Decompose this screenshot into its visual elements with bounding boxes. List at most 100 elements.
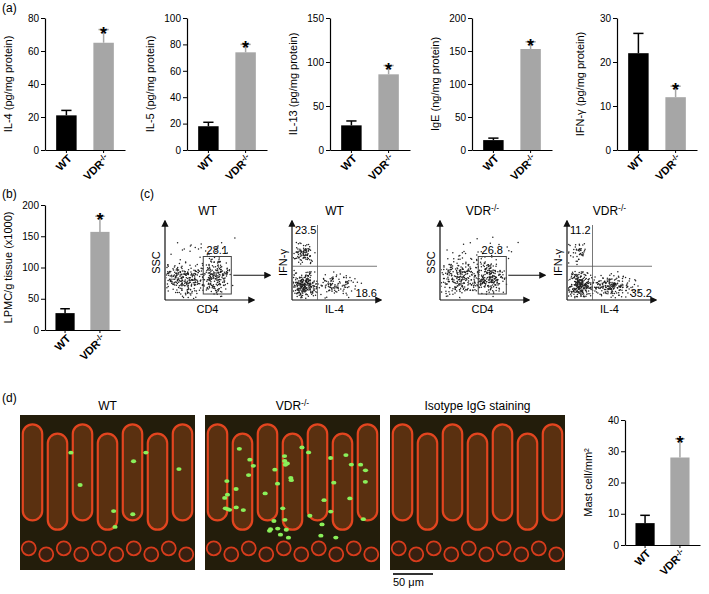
event-dot	[207, 279, 209, 281]
y-axis-title: SSC	[150, 251, 162, 274]
event-dot	[586, 288, 588, 290]
event-dot	[495, 280, 497, 282]
event-dot	[188, 269, 190, 271]
error-bar-stem	[644, 515, 646, 523]
event-dot	[338, 290, 340, 292]
event-dot	[588, 290, 590, 292]
event-dot	[305, 294, 307, 296]
bar	[483, 140, 503, 150]
event-dot	[305, 249, 307, 251]
event-dot	[581, 284, 583, 286]
event-dot	[443, 269, 445, 271]
x-axis: WTVDR-/-	[473, 150, 553, 182]
event-dot	[454, 292, 456, 294]
event-dot	[578, 289, 580, 291]
event-dot	[189, 293, 191, 295]
event-dot	[303, 254, 305, 256]
event-dot	[199, 283, 201, 285]
event-dot	[469, 289, 471, 291]
event-dot	[466, 279, 468, 281]
event-dot	[182, 282, 184, 284]
tick-mark	[468, 150, 472, 151]
event-dot	[448, 269, 450, 271]
event-dot	[490, 267, 492, 269]
event-dot	[495, 279, 497, 281]
event-dot	[582, 271, 584, 273]
event-dot	[194, 278, 196, 280]
event-dot	[451, 278, 453, 280]
event-dot	[459, 284, 461, 286]
y-tick: 200	[449, 13, 472, 24]
event-dot	[167, 283, 169, 285]
event-dot	[215, 278, 217, 280]
event-dot	[300, 287, 302, 289]
event-dot	[577, 296, 579, 298]
event-dot	[488, 279, 490, 281]
event-dot	[197, 272, 199, 274]
event-dot	[188, 285, 190, 287]
event-dot	[490, 264, 492, 266]
event-dot	[222, 278, 224, 280]
event-dot	[471, 284, 473, 286]
event-dot	[210, 271, 212, 273]
event-dot	[490, 288, 492, 290]
error-bar-cap	[203, 122, 213, 124]
event-dot	[479, 269, 481, 271]
event-dot	[304, 277, 306, 279]
event-dot	[184, 274, 186, 276]
event-dot	[452, 279, 454, 281]
event-dot	[580, 284, 582, 286]
event-dot	[175, 272, 177, 274]
error-bar-stem	[638, 33, 640, 53]
event-dot	[579, 279, 581, 281]
bar	[378, 74, 398, 150]
event-dot	[459, 255, 461, 257]
event-dot	[578, 289, 580, 291]
tick-label: VDR-/-	[653, 152, 684, 183]
event-dot	[299, 248, 301, 250]
event-dot	[473, 286, 475, 288]
event-dot	[169, 272, 171, 274]
event-dot	[195, 281, 197, 283]
event-dot	[294, 285, 296, 287]
event-dot	[225, 273, 227, 275]
tick-mark	[351, 150, 352, 153]
superscript: -/-	[673, 547, 685, 559]
event-dot	[215, 290, 217, 292]
event-dot	[215, 275, 217, 277]
event-dot	[573, 249, 575, 251]
event-dot	[299, 283, 301, 285]
event-dot	[461, 273, 463, 275]
y-axis-title: IL-13 (pg/mg protein)	[287, 33, 299, 136]
event-dot	[496, 263, 498, 265]
event-dot	[583, 288, 585, 290]
event-dot	[464, 277, 466, 279]
event-dot	[574, 289, 576, 291]
axis-line	[46, 330, 121, 331]
event-dot	[506, 246, 508, 248]
event-dot	[448, 281, 450, 283]
event-dot	[187, 285, 189, 287]
event-dot	[464, 271, 466, 273]
event-dot	[305, 281, 307, 283]
error-bar-cap	[488, 137, 498, 139]
event-dot	[481, 258, 483, 260]
event-dot	[455, 268, 457, 270]
event-dot	[470, 290, 472, 292]
tick-label: 80	[28, 13, 40, 24]
tick-mark	[645, 545, 646, 548]
event-dot	[470, 279, 472, 281]
event-dot	[305, 276, 307, 278]
x-tick: VDR-/-	[657, 545, 688, 577]
event-dot	[342, 285, 344, 287]
event-dot	[471, 274, 473, 276]
event-dot	[453, 282, 455, 284]
plot-title: VDR-/-	[466, 203, 500, 218]
event-dot	[586, 282, 588, 284]
event-dot	[296, 292, 298, 294]
event-dot	[298, 243, 300, 245]
superscript: -/-	[669, 152, 681, 164]
event-dot	[305, 290, 307, 292]
superscript: -/-	[239, 152, 251, 164]
event-dot	[219, 261, 221, 263]
